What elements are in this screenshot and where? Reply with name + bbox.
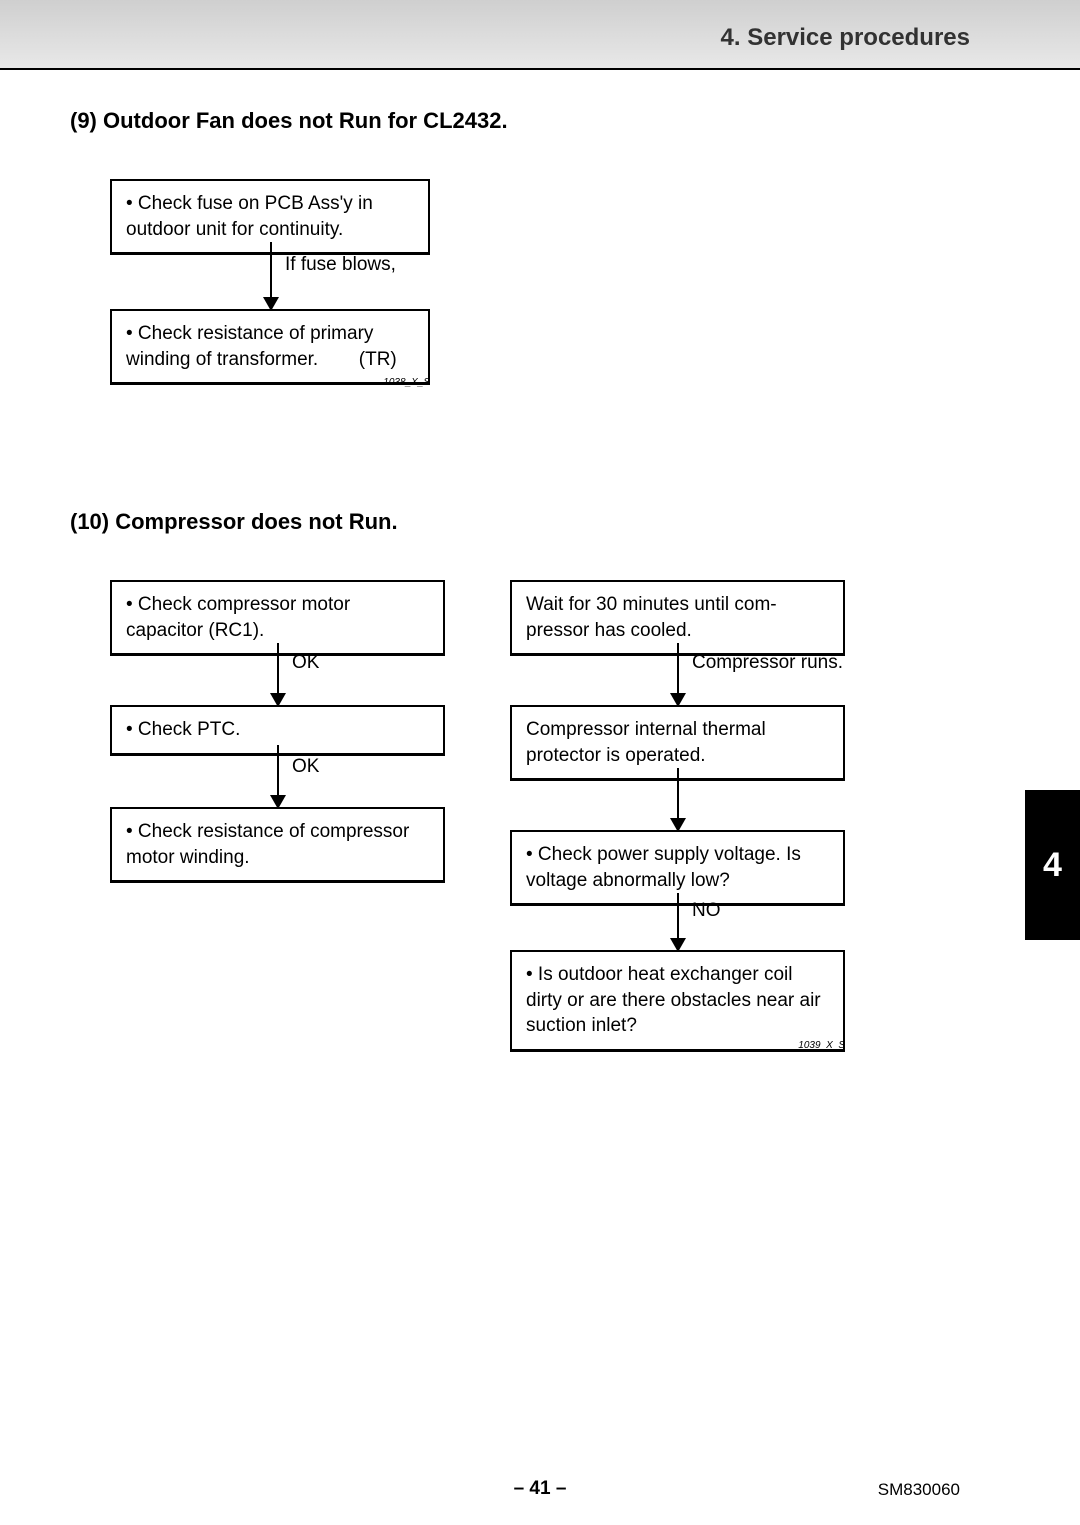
- s10r-conn2: [677, 768, 679, 818]
- s9-box2: • Check resistance of primary winding of…: [110, 309, 430, 385]
- chapter-tab: 4: [1025, 790, 1080, 940]
- section9-title: (9) Outdoor Fan does not Run for CL2432.: [70, 108, 960, 134]
- s9-conn1: [270, 242, 272, 297]
- s10l-box3: • Check resistance of compressor motor w…: [110, 807, 445, 883]
- section-header: 4. Service procedures: [721, 24, 970, 52]
- section9-flow: • Check fuse on PCB Ass'y in outdoor uni…: [70, 179, 960, 439]
- s10l-label1: OK: [292, 652, 319, 674]
- document-code: SM830060: [878, 1480, 960, 1500]
- s10l-conn2: [277, 745, 279, 795]
- s10l-conn1: [277, 643, 279, 693]
- s10r-label1: Compressor runs.: [692, 652, 843, 674]
- s10r-ref: 1039_X_S: [510, 1040, 845, 1051]
- s10r-box4: • Is outdoor heat exchanger coil dirty o…: [510, 950, 845, 1052]
- section10-title: (10) Compressor does not Run.: [70, 509, 960, 535]
- s10r-conn1: [677, 643, 679, 693]
- s10l-label2: OK: [292, 756, 319, 778]
- s9-box2-text1: • Check resistance of primary winding of…: [126, 323, 373, 370]
- header-band: 4. Service procedures: [0, 0, 1080, 70]
- page-content: (9) Outdoor Fan does not Run for CL2432.…: [70, 90, 960, 1080]
- s9-ref: 1038_X_S: [110, 377, 430, 388]
- s9-label1: If fuse blows,: [285, 254, 396, 276]
- s9-box2-text2: (TR): [359, 349, 397, 370]
- s10r-label3: NO: [692, 900, 721, 922]
- section10-flow: • Check compressor motor capacitor (RC1)…: [70, 580, 960, 1080]
- s10r-conn3: [677, 893, 679, 938]
